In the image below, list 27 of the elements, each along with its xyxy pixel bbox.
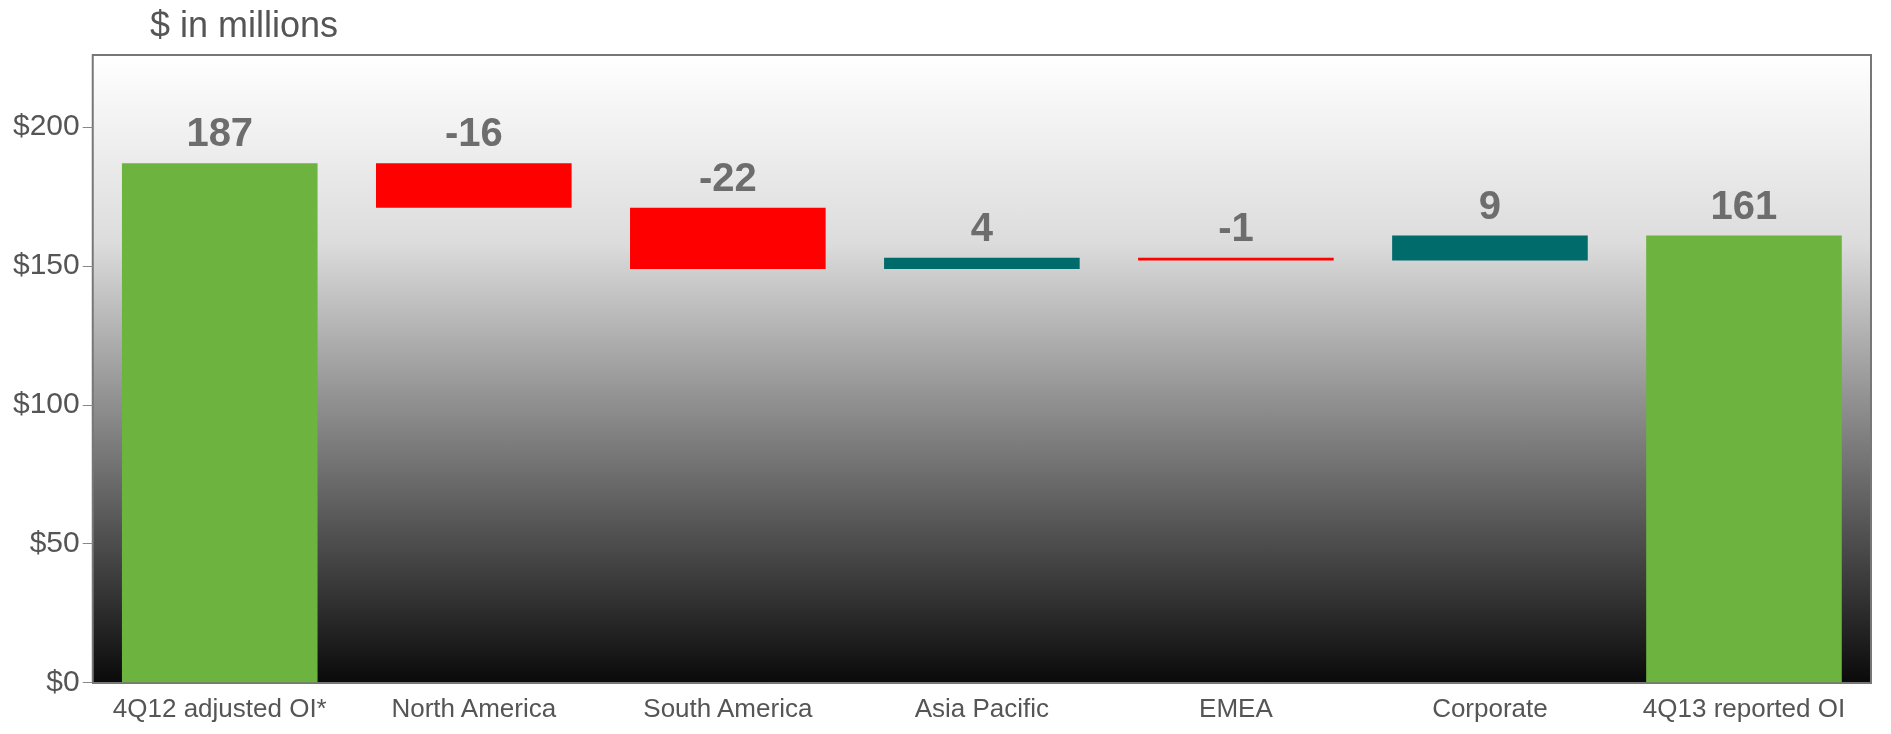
data-label: -22	[698, 154, 757, 199]
data-label: -1	[1218, 204, 1254, 249]
y-axis-title: $ in millions	[150, 4, 339, 46]
bar	[1646, 235, 1842, 683]
y-tick-label: $100	[12, 386, 80, 420]
bar	[375, 163, 572, 208]
bar	[1138, 257, 1334, 261]
data-label: 4	[970, 204, 994, 249]
bar	[1392, 235, 1588, 261]
x-tick-label: 4Q13 reported OI	[1642, 692, 1846, 723]
bar	[884, 257, 1080, 269]
bar	[630, 207, 826, 269]
y-tick-label: $0	[46, 664, 80, 698]
bar	[121, 163, 318, 683]
x-tick-label: North America	[391, 692, 557, 723]
data-label: 161	[1710, 182, 1778, 227]
y-tick-label: $150	[12, 247, 80, 281]
data-label: -16	[444, 110, 503, 155]
x-tick-label: Corporate	[1432, 692, 1548, 723]
data-label: 9	[1478, 182, 1502, 227]
x-tick-label: 4Q12 adjusted OI*	[112, 692, 327, 723]
y-tick-label: $50	[29, 525, 80, 559]
x-tick-label: South America	[643, 692, 813, 723]
x-tick-label: Asia Pacific	[914, 692, 1050, 723]
data-label: 187	[186, 110, 254, 155]
x-tick-label: EMEA	[1199, 692, 1274, 723]
y-tick-label: $200	[12, 108, 80, 142]
